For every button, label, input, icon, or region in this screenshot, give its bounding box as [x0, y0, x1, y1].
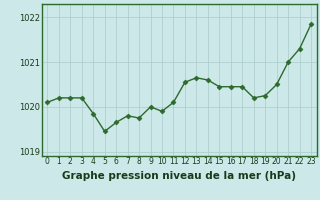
X-axis label: Graphe pression niveau de la mer (hPa): Graphe pression niveau de la mer (hPa)	[62, 171, 296, 181]
